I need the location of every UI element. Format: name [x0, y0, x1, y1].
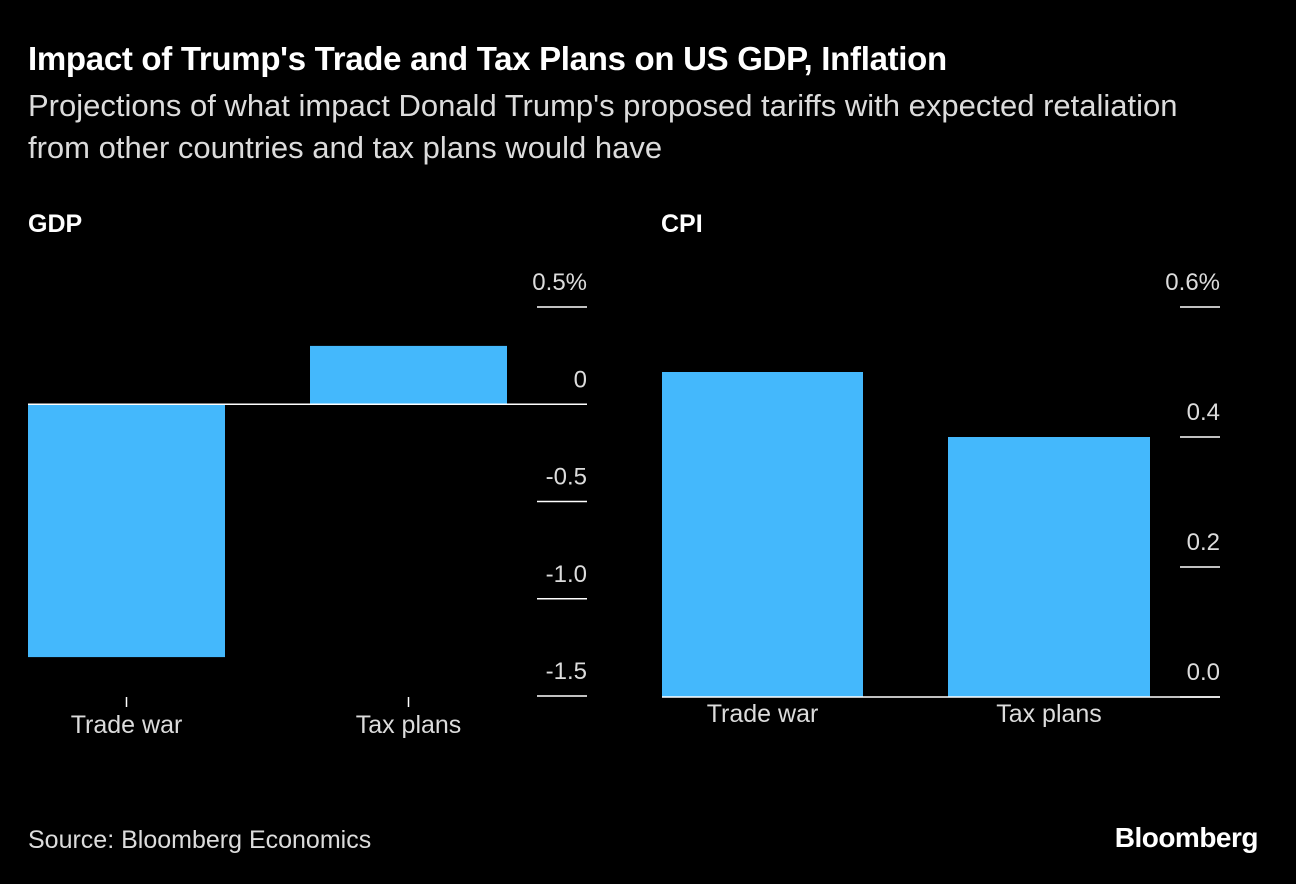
- source-note: Source: Bloomberg Economics: [28, 826, 372, 854]
- gdp-x-tick-label: Trade war: [71, 711, 183, 739]
- cpi-y-tick-label: 0.0: [1187, 659, 1220, 686]
- gdp-y-tick-label: 0.5%: [532, 269, 587, 296]
- bloomberg-logo: Bloomberg: [1114, 822, 1259, 853]
- gdp-bar-trade-war: [28, 404, 225, 658]
- cpi-bar-trade-war: [662, 372, 863, 697]
- cpi-bar-tax-plans: [948, 437, 1150, 697]
- gdp-y-tick-label: -1.0: [546, 561, 587, 588]
- cpi-y-tick-label: 0.2: [1187, 529, 1220, 556]
- chart-subtitle: Projections of what impact Donald Trump'…: [28, 88, 1178, 165]
- cpi-panel-title: CPI: [661, 210, 703, 238]
- cpi-x-tick-label: Trade war: [707, 700, 819, 728]
- chart-title: Impact of Trump's Trade and Tax Plans on…: [28, 40, 947, 77]
- gdp-y-tick-label: -1.5: [546, 658, 587, 685]
- gdp-y-tick-label: 0: [574, 366, 587, 393]
- gdp-y-tick-label: -0.5: [546, 464, 587, 491]
- gdp-bar-tax-plans: [310, 345, 507, 405]
- gdp-x-tick-label: Tax plans: [356, 711, 462, 739]
- cpi-y-tick-label: 0.4: [1187, 399, 1220, 426]
- cpi-x-tick-label: Tax plans: [996, 700, 1102, 728]
- gdp-panel-title: GDP: [28, 210, 83, 238]
- cpi-y-tick-label: 0.6%: [1165, 269, 1220, 296]
